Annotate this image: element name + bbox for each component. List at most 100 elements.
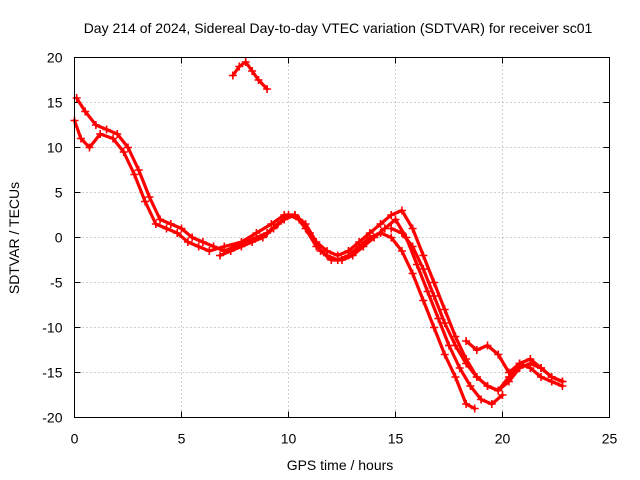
series-3-point-5 <box>269 224 278 233</box>
series-3-point-1 <box>226 247 235 255</box>
series-4-point-2 <box>408 242 417 251</box>
x-tick-label-0: 0 <box>71 431 79 447</box>
series-3-point-15 <box>376 220 385 228</box>
series-2-point-9 <box>166 220 175 228</box>
series-5 <box>462 337 567 386</box>
x-axis-label: GPS time / hours <box>287 457 394 473</box>
x-tick-label-20: 20 <box>495 431 511 447</box>
series-5-line <box>464 339 565 384</box>
series-1-point-11 <box>183 238 192 246</box>
series-1-point-9 <box>162 224 171 233</box>
series-2-point-25 <box>338 256 346 264</box>
series-3-point-13 <box>355 238 364 246</box>
series-6-point-1 <box>235 62 244 71</box>
series-4-point-4 <box>430 292 439 300</box>
series-2-point-7 <box>145 193 154 201</box>
series-1-point-4 <box>109 134 118 143</box>
y-tick-label-0: 0 <box>55 230 63 246</box>
series-1-point-6 <box>130 170 139 179</box>
y-tick-label--5: -5 <box>50 275 63 291</box>
series-3-point-16 <box>387 211 396 219</box>
series-4-point-6 <box>451 341 460 350</box>
series-2-point-34 <box>434 314 443 323</box>
series-4-point-10 <box>494 386 503 395</box>
series-6-point-4 <box>254 76 263 84</box>
series-2-point-0 <box>72 94 81 102</box>
series-1-point-12 <box>194 242 203 251</box>
series-5-point-3 <box>494 350 503 359</box>
series-1-point-35 <box>462 400 471 408</box>
series-1-point-1 <box>76 134 85 143</box>
y-tick-label--10: -10 <box>42 320 62 336</box>
series-1-point-34 <box>451 373 460 381</box>
series-1-point-32 <box>430 323 439 332</box>
series-4 <box>387 224 567 395</box>
series-4-point-0 <box>387 224 396 233</box>
series-2-point-40 <box>498 391 507 399</box>
y-axis-label: SDTVAR / TECUs <box>6 182 22 294</box>
data-series <box>70 58 567 413</box>
series-2-point-11 <box>188 233 197 242</box>
series-2-point-38 <box>477 395 486 404</box>
series-5-point-8 <box>547 373 556 381</box>
series-2-point-10 <box>177 224 186 233</box>
series-2-point-24 <box>327 256 336 264</box>
series-3-point-8 <box>301 220 310 228</box>
x-tick-label-10: 10 <box>281 431 297 447</box>
series-3-point-20 <box>430 278 439 287</box>
series-2-point-3 <box>102 125 111 134</box>
series-4-point-11 <box>504 377 513 386</box>
series-2-point-28 <box>370 233 379 242</box>
series-4-point-8 <box>472 373 481 381</box>
series-2-point-39 <box>487 400 496 408</box>
plot-frame <box>74 57 610 418</box>
y-tick-label-15: 15 <box>47 95 63 111</box>
y-tick-label--20: -20 <box>42 410 62 426</box>
series-2-point-1 <box>81 107 90 116</box>
series-6-point-2 <box>241 58 250 66</box>
series-5-point-5 <box>515 359 524 368</box>
y-tick-label-10: 10 <box>47 140 63 156</box>
series-3-point-12 <box>344 247 353 255</box>
series-2-point-4 <box>113 130 122 138</box>
series-5-point-4 <box>504 368 513 377</box>
series-5-point-6 <box>526 355 535 363</box>
x-tick-label-5: 5 <box>178 431 186 447</box>
x-tick-label-15: 15 <box>388 431 404 447</box>
series-1-point-36 <box>470 404 479 413</box>
series-2-point-36 <box>455 364 464 372</box>
series-5-point-1 <box>472 346 481 354</box>
series-4-point-7 <box>462 359 471 368</box>
series-2-point-37 <box>466 382 475 390</box>
series-3-point-10 <box>323 247 332 255</box>
series-1-point-10 <box>173 229 182 237</box>
series-3-point-3 <box>248 238 257 246</box>
y-tick-label--15: -15 <box>42 365 62 381</box>
series-3-point-6 <box>280 215 289 224</box>
series-6-point-0 <box>228 71 237 80</box>
series-2-line <box>74 96 505 406</box>
series-6-point-5 <box>263 85 272 93</box>
series-1-point-8 <box>151 220 160 228</box>
series-3-point-19 <box>419 251 428 260</box>
series-2 <box>72 94 507 408</box>
series-3-point-21 <box>440 305 449 314</box>
series-2-point-30 <box>391 215 400 224</box>
series-2-point-2 <box>91 121 100 129</box>
x-tick-label-25: 25 <box>602 431 618 447</box>
series-6 <box>228 58 272 93</box>
chart-title: Day 214 of 2024, Sidereal Day-to-day VTE… <box>84 20 593 36</box>
series-4-point-5 <box>440 319 449 327</box>
series-1-point-30 <box>408 269 417 278</box>
series-1-point-13 <box>205 247 214 255</box>
series-3-point-14 <box>365 229 374 237</box>
series-2-point-5 <box>124 143 132 152</box>
series-1-point-3 <box>96 130 105 138</box>
series-2-point-13 <box>209 242 218 251</box>
y-tick-label-20: 20 <box>47 50 63 66</box>
series-4-point-9 <box>483 382 492 390</box>
axis-ticks: 0 5 10 15 20 25 -20 -15 -10 -5 0 5 10 15 20 <box>42 50 617 447</box>
series-5-point-2 <box>483 341 492 350</box>
series-2-point-12 <box>198 238 207 246</box>
